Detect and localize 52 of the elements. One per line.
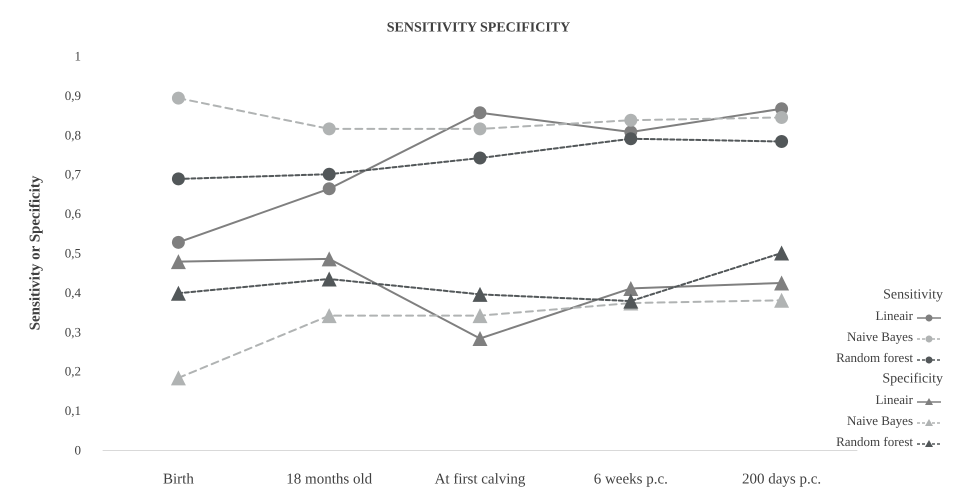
point [172, 92, 185, 105]
point [774, 246, 790, 260]
point [624, 132, 638, 146]
point [775, 110, 788, 124]
x-tick-label: 18 months old [286, 472, 373, 488]
point [322, 122, 336, 136]
x-tick-label: At first calving [434, 472, 526, 488]
point [322, 168, 336, 181]
y-tick-label: 0,7 [64, 166, 82, 182]
point [474, 122, 486, 136]
y-tick-label: 0,4 [64, 284, 82, 300]
point [624, 114, 638, 127]
y-tick-label: 0,3 [64, 324, 81, 340]
legend-label: Random forest [836, 434, 914, 449]
text: Sensitivity [883, 288, 944, 302]
point [170, 370, 186, 386]
y-tick-label: 0,5 [64, 246, 81, 260]
point [322, 272, 337, 287]
point [322, 308, 337, 324]
x-tick-label: 6 weeks p.c. [594, 472, 668, 488]
point [170, 286, 186, 301]
point [623, 280, 638, 296]
point [322, 251, 337, 266]
point [472, 331, 488, 346]
point [774, 275, 790, 290]
text: Specificity [882, 372, 944, 386]
chart-title: SENSITIVITY SPECIFICITY [386, 20, 570, 36]
legend-label: Lineair [875, 308, 914, 323]
y-axis-title: Sensitivity or Specificity [28, 175, 44, 330]
legend-label: Naive Bayes [846, 413, 913, 428]
legend-label: Lineair [875, 392, 914, 407]
point [170, 254, 186, 270]
x-tick-label: 200 days p.c. [742, 472, 822, 488]
point [474, 152, 486, 165]
y-tick-label: 0,6 [64, 206, 82, 222]
legend-label: Random forest [836, 350, 914, 365]
y-tick-label: 0,1 [64, 403, 81, 418]
point [774, 292, 790, 308]
point [472, 308, 488, 324]
y-tick-label: 0,8 [64, 127, 81, 142]
point [474, 106, 486, 120]
point [775, 135, 788, 148]
point [472, 286, 488, 302]
y-tick-label: 1 [74, 48, 81, 64]
y-tick-label: 0,9 [64, 88, 81, 103]
y-tick-label: 0 [74, 442, 81, 458]
legend-label: Naive Bayes [846, 329, 913, 344]
point [322, 182, 336, 196]
y-tick-label: 0,2 [64, 364, 81, 379]
x-tick-label: Birth [162, 472, 194, 488]
point [172, 172, 185, 186]
point [172, 236, 185, 249]
